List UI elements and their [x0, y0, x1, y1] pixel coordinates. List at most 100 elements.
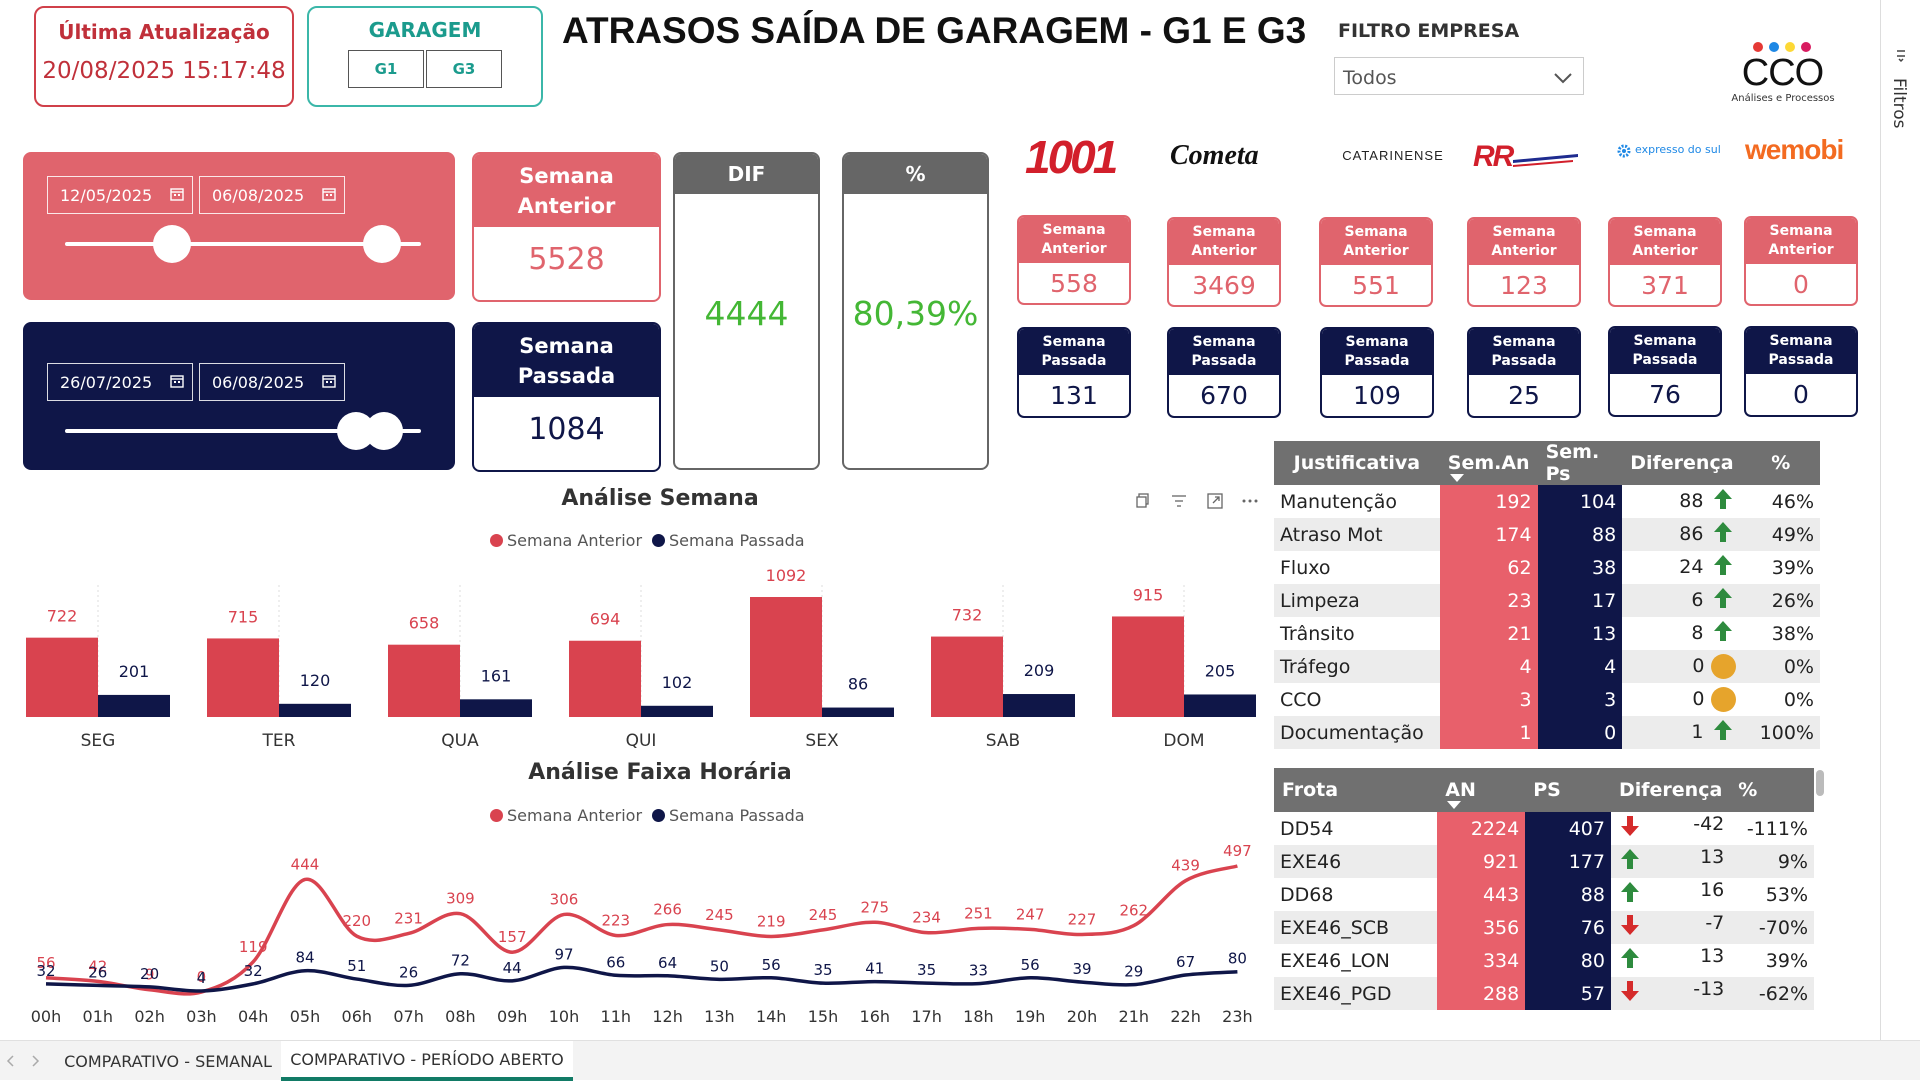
table-row[interactable]: Documentação 1 0 1 100% — [1274, 716, 1820, 749]
bar-semana-passada[interactable] — [279, 703, 351, 717]
up-arrow-icon — [1617, 879, 1643, 910]
justificativa-label: Fluxo — [1280, 556, 1331, 579]
header-pct[interactable]: % — [1741, 441, 1820, 485]
bar-semana-anterior[interactable] — [569, 640, 641, 717]
chevron-left-icon[interactable] — [6, 1055, 16, 1067]
last-update-label: Última Atualização — [58, 20, 270, 44]
up-arrow-icon — [1617, 945, 1643, 976]
pct-value: 39% — [1765, 949, 1808, 972]
bar-semana-passada[interactable] — [1003, 694, 1075, 717]
chevron-down-icon — [1553, 68, 1573, 90]
justificativa-label: Documentação — [1274, 716, 1440, 749]
point-label-passada: 26 — [399, 963, 418, 981]
table-row[interactable]: Limpeza 23 17 6 26% — [1274, 584, 1820, 617]
point-label-passada: 51 — [347, 957, 366, 975]
bar-semana-passada[interactable] — [460, 699, 532, 717]
header-justificativa[interactable]: Justificativa — [1274, 441, 1440, 485]
bar-semana-passada[interactable] — [1184, 694, 1256, 717]
last-date-slider-end-handle[interactable] — [365, 412, 403, 450]
table-row[interactable]: CCO 3 3 0 0% — [1274, 683, 1820, 716]
frota-table-scrollbar[interactable] — [1816, 770, 1824, 796]
bar-semana-anterior[interactable] — [750, 597, 822, 717]
hour-label: 17h — [911, 1007, 942, 1026]
diferenca-value: 24 — [1679, 556, 1704, 578]
bar-semana-passada[interactable] — [822, 707, 894, 717]
table-row[interactable]: Fluxo 62 38 24 39% — [1274, 551, 1820, 584]
header-sem-an[interactable]: Sem.An — [1439, 441, 1538, 485]
legend-label-passada: Semana Passada — [669, 531, 805, 550]
previous-end-date-input[interactable]: 06/08/2025 — [199, 176, 345, 214]
cco-logo-subtitle: Análises e Processos — [1731, 93, 1835, 104]
last-update-card: Última Atualização 20/08/2025 15:17:48 — [34, 6, 294, 107]
filter-icon[interactable] — [1171, 493, 1187, 509]
table-row[interactable]: EXE46 921 177 13 9% — [1274, 845, 1814, 878]
justificativa-label: Limpeza — [1274, 584, 1440, 617]
bar-semana-passada[interactable] — [641, 705, 713, 717]
bar-semana-anterior[interactable] — [388, 644, 460, 717]
point-label-anterior: 306 — [550, 890, 579, 908]
header-pct[interactable]: % — [1730, 768, 1814, 812]
tab-comparativo-semanal[interactable]: COMPARATIVO - SEMANAL — [64, 1051, 272, 1071]
company-filter-dropdown[interactable]: Todos — [1334, 57, 1584, 95]
table-row[interactable]: EXE46_SCB 356 76 -7 -70% — [1274, 911, 1814, 944]
logo-dot — [1769, 42, 1779, 52]
bar-semana-passada[interactable] — [98, 694, 170, 717]
hourly-chart-legend: Semana Anterior Semana Passada — [490, 806, 805, 825]
focus-mode-icon[interactable] — [1207, 493, 1223, 509]
line-semana-anterior[interactable] — [45, 864, 1238, 996]
tab-comparativo-periodo-aberto[interactable]: COMPARATIVO - PERÍODO ABERTO — [281, 1041, 573, 1081]
company-wemobi-anterior-card: Semana Anterior 0 — [1744, 216, 1858, 306]
last-start-date-input[interactable]: 26/07/2025 — [47, 363, 193, 401]
table-row[interactable]: Trânsito 21 13 8 38% — [1274, 617, 1820, 650]
header-ps[interactable]: PS — [1525, 768, 1611, 812]
frota-table-container[interactable]: Frota AN PS Diferença % DD54 2224 407 -42 -1… — [1274, 768, 1820, 1036]
copy-icon[interactable] — [1135, 493, 1151, 509]
filters-pane[interactable]: Filtros — [1880, 0, 1920, 1040]
company-filter-label: FILTRO EMPRESA — [1338, 20, 1520, 42]
header-frota[interactable]: Frota — [1274, 768, 1438, 812]
company-expresso-anterior-value: 371 — [1641, 271, 1689, 300]
previous-date-slider-start-handle[interactable] — [153, 225, 191, 263]
justificativa-label: Manutenção — [1280, 490, 1398, 513]
chevron-right-icon[interactable] — [30, 1055, 40, 1067]
filter-collapse-icon[interactable] — [1893, 48, 1909, 64]
point-label-anterior: 247 — [1016, 905, 1045, 923]
company-card-label: Semana Anterior — [1746, 218, 1856, 264]
frota-label: EXE46_PGD — [1274, 977, 1438, 1010]
bar-semana-anterior[interactable] — [207, 638, 279, 717]
header-diferenca[interactable]: Diferença — [1622, 441, 1742, 485]
bar-semana-anterior[interactable] — [931, 636, 1003, 717]
neutral-circle-icon — [1710, 654, 1736, 679]
previous-date-slider-track[interactable] — [65, 242, 421, 246]
last-date-slider-track[interactable] — [65, 429, 421, 433]
table-row[interactable]: EXE46_LON 334 80 13 39% — [1274, 944, 1814, 977]
table-row[interactable]: EXE46_PGD 288 57 -13 -62% — [1274, 977, 1814, 1010]
table-row[interactable]: Tráfego 4 4 0 0% — [1274, 650, 1820, 683]
previous-date-slider-end-handle[interactable] — [363, 225, 401, 263]
line-semana-passada[interactable] — [45, 965, 1238, 993]
bar-label-anterior: 1092 — [766, 566, 807, 585]
point-label-passada: 50 — [710, 957, 729, 975]
table-row[interactable]: Atraso Mot 174 88 86 49% — [1274, 518, 1820, 551]
header-an[interactable]: AN — [1437, 768, 1526, 812]
company-card-label: Semana Passada — [1169, 329, 1279, 375]
garage-option-g1[interactable]: G1 — [348, 50, 424, 88]
garage-option-g3[interactable]: G3 — [426, 50, 502, 88]
header-diferenca[interactable]: Diferença — [1610, 768, 1731, 812]
bar-semana-anterior[interactable] — [1112, 616, 1184, 717]
table-row[interactable]: Manutenção 192 104 88 46% — [1274, 485, 1820, 518]
previous-start-date-input[interactable]: 12/05/2025 — [47, 176, 193, 214]
diferenca-cell: 88 — [1622, 485, 1741, 518]
frota-label: EXE46 — [1274, 845, 1438, 878]
table-row[interactable]: DD54 2224 407 -42 -111% — [1274, 812, 1814, 845]
bar-semana-anterior[interactable] — [26, 637, 98, 717]
page-tab-bar: COMPARATIVO - SEMANAL COMPARATIVO - PERÍ… — [0, 1040, 1920, 1081]
justificativa-label: Trânsito — [1280, 622, 1355, 645]
point-label-anterior: 56 — [36, 954, 55, 972]
table-row[interactable]: DD68 443 88 16 53% — [1274, 878, 1814, 911]
more-options-icon[interactable] — [1241, 493, 1259, 509]
last-end-date-input[interactable]: 06/08/2025 — [199, 363, 345, 401]
bar-label-passada: 205 — [1205, 661, 1236, 680]
header-sem-ps[interactable]: Sem. Ps — [1537, 441, 1623, 485]
page-title: ATRASOS SAÍDA DE GARAGEM - G1 E G3 — [562, 10, 1307, 51]
